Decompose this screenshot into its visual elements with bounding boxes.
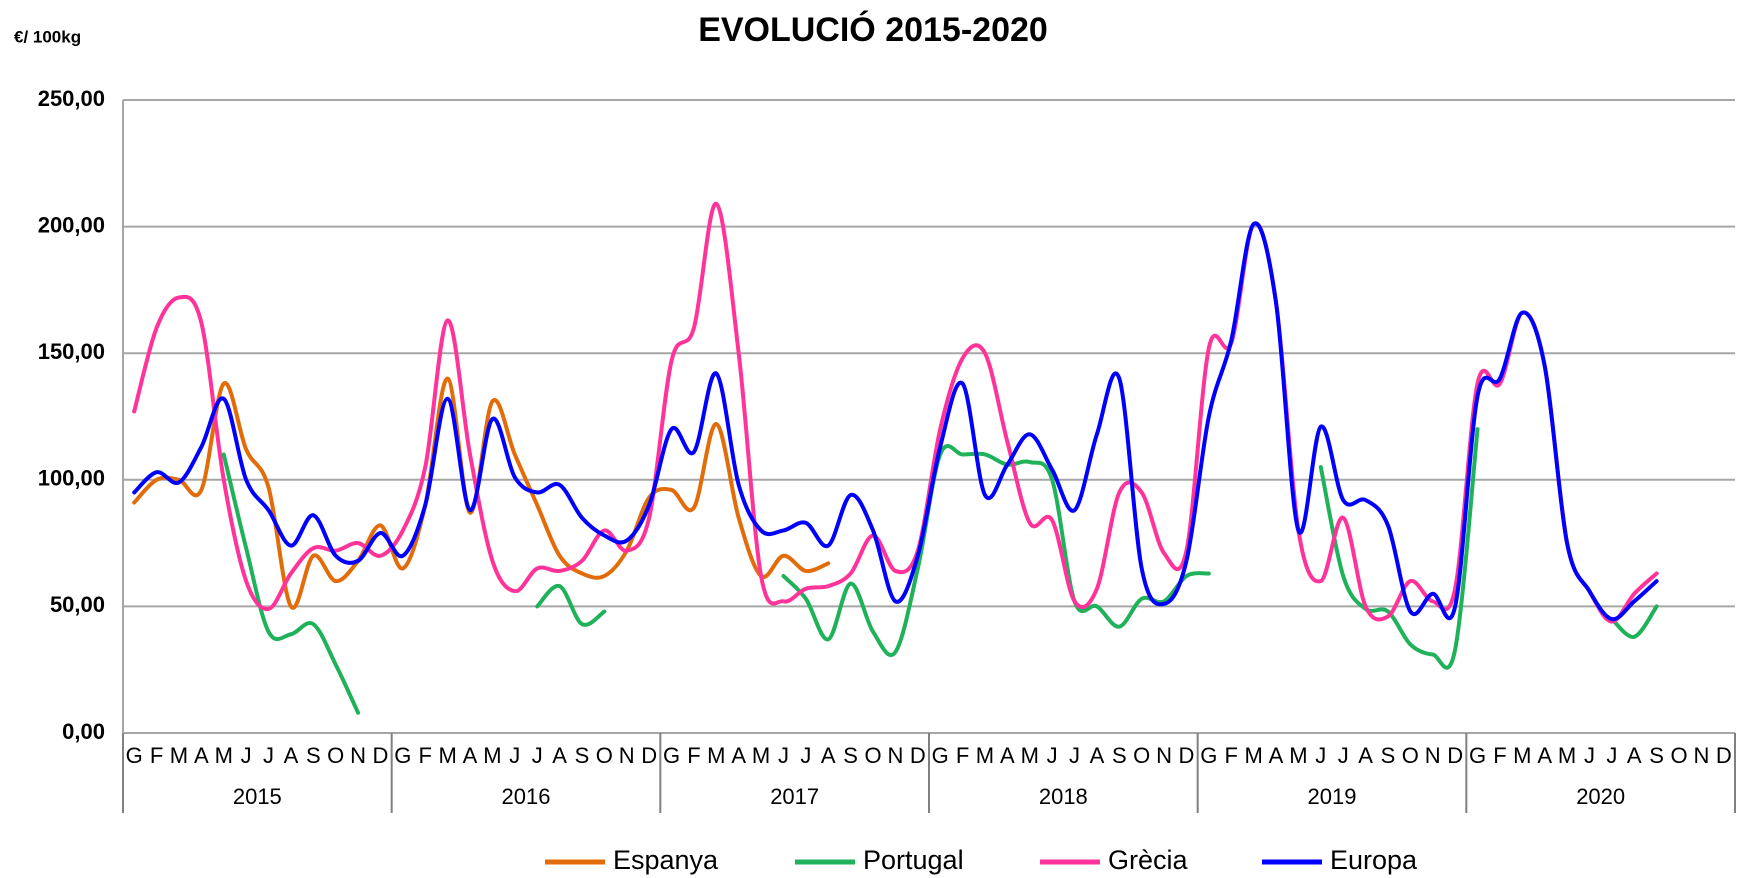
x-tick-label: J (1047, 743, 1058, 768)
y-tick-label: 150,00 (38, 339, 105, 364)
x-tick-label: J (241, 743, 252, 768)
x-tick-label: M (707, 743, 725, 768)
x-tick-label: O (864, 743, 881, 768)
x-tick-label: F (150, 743, 163, 768)
x-tick-label: F (956, 743, 969, 768)
x-tick-label: F (687, 743, 700, 768)
x-tick-label: J (509, 743, 520, 768)
x-tick-label: J (1338, 743, 1349, 768)
legend-label: Europa (1330, 845, 1418, 875)
x-tick-label: J (800, 743, 811, 768)
x-tick-label: M (483, 743, 501, 768)
x-tick-label: S (1112, 743, 1127, 768)
x-tick-label: M (1289, 743, 1307, 768)
x-tick-label: N (350, 743, 366, 768)
series-line (132, 376, 831, 610)
y-tick-label: 50,00 (50, 592, 105, 617)
series-line (221, 427, 1659, 715)
x-tick-label: G (1200, 743, 1217, 768)
y-tick-label: 0,00 (62, 719, 105, 744)
x-tick-label: O (596, 743, 613, 768)
x-tick-label: F (1225, 743, 1238, 768)
x-tick-label: N (619, 743, 635, 768)
y-axis-label: €/ 100kg (14, 27, 81, 46)
x-tick-label: N (1693, 743, 1709, 768)
x-tick-label: N (1156, 743, 1172, 768)
x-tick-label: S (843, 743, 858, 768)
x-tick-label: G (663, 743, 680, 768)
series-line (132, 221, 1659, 622)
x-tick-label: J (532, 743, 543, 768)
x-tick-label: M (1244, 743, 1262, 768)
x-tick-label: O (1402, 743, 1419, 768)
y-tick-label: 100,00 (38, 466, 105, 491)
x-tick-label: A (1537, 743, 1552, 768)
legend-label: Grècia (1108, 845, 1189, 875)
x-tick-label: D (373, 743, 389, 768)
x-tick-label: J (1315, 743, 1326, 768)
x-tick-label: A (1358, 743, 1373, 768)
x-tick-label: A (194, 743, 209, 768)
x-tick-label: D (1716, 743, 1732, 768)
group-label: 2020 (1576, 784, 1625, 809)
group-label: 2016 (502, 784, 551, 809)
x-tick-label: M (215, 743, 233, 768)
x-tick-label: N (1425, 743, 1441, 768)
x-tick-label: J (263, 743, 274, 768)
x-tick-label: J (1069, 743, 1080, 768)
x-tick-label: O (1133, 743, 1150, 768)
x-tick-label: M (1558, 743, 1576, 768)
x-tick-label: G (126, 743, 143, 768)
group-label: 2017 (770, 784, 819, 809)
x-tick-label: M (976, 743, 994, 768)
x-tick-label: D (1179, 743, 1195, 768)
x-tick-label: O (327, 743, 344, 768)
y-tick-label: 200,00 (38, 212, 105, 237)
legend-label: Portugal (863, 845, 964, 875)
x-tick-label: A (463, 743, 478, 768)
x-tick-label: A (1090, 743, 1105, 768)
x-tick-label: D (641, 743, 657, 768)
x-tick-label: J (1606, 743, 1617, 768)
x-tick-label: M (1513, 743, 1531, 768)
x-tick-label: D (910, 743, 926, 768)
x-tick-label: J (778, 743, 789, 768)
x-tick-label: A (821, 743, 836, 768)
x-tick-label: F (1493, 743, 1506, 768)
x-tick-label: A (1000, 743, 1015, 768)
x-tick-label: D (1447, 743, 1463, 768)
x-tick-label: S (575, 743, 590, 768)
x-tick-label: G (1469, 743, 1486, 768)
x-tick-label: A (1269, 743, 1284, 768)
x-tick-label: M (1021, 743, 1039, 768)
x-tick-label: N (887, 743, 903, 768)
x-tick-label: M (752, 743, 770, 768)
x-tick-label: M (438, 743, 456, 768)
x-tick-label: A (731, 743, 746, 768)
x-tick-label: O (1670, 743, 1687, 768)
chart-title: EVOLUCIÓ 2015-2020 (698, 11, 1048, 49)
y-tick-label: 250,00 (38, 86, 105, 111)
legend-label: Espanya (613, 845, 719, 875)
x-tick-label: G (394, 743, 411, 768)
group-label: 2015 (233, 784, 282, 809)
x-tick-label: A (1627, 743, 1642, 768)
group-label: 2019 (1308, 784, 1357, 809)
x-tick-label: S (1381, 743, 1396, 768)
group-label: 2018 (1039, 784, 1088, 809)
x-tick-label: S (1649, 743, 1664, 768)
x-tick-label: A (552, 743, 567, 768)
x-tick-label: A (284, 743, 299, 768)
x-tick-label: J (1584, 743, 1595, 768)
x-tick-label: M (170, 743, 188, 768)
x-tick-label: F (419, 743, 432, 768)
x-tick-label: S (306, 743, 321, 768)
x-tick-label: G (932, 743, 949, 768)
